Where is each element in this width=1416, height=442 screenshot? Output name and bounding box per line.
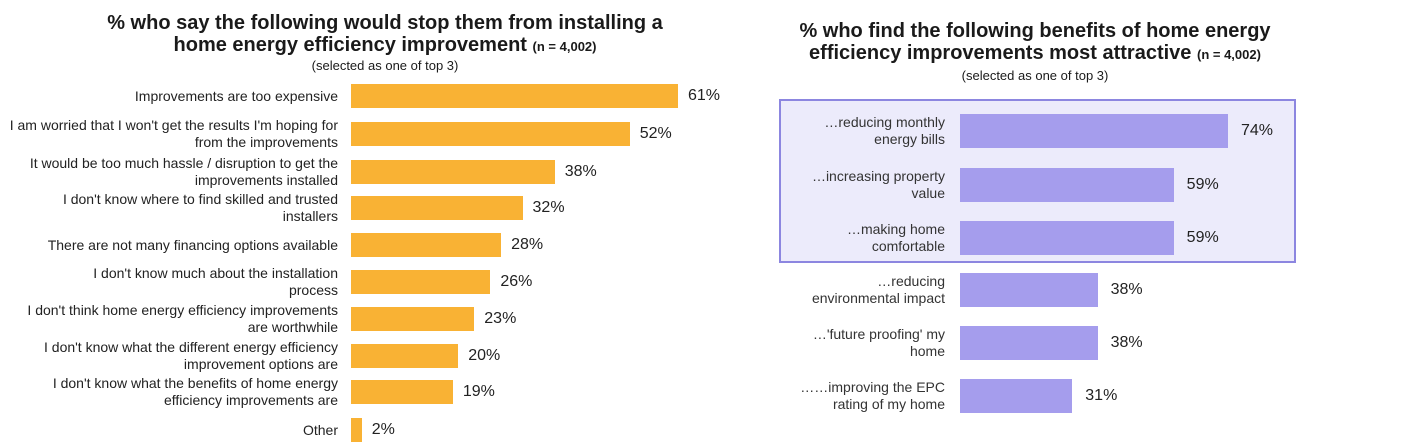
value-label: 20% [468, 347, 501, 364]
category-label: ……improving the EPC rating of my home [760, 379, 945, 413]
category-label-line: I don't think home energy efficiency imp… [27, 302, 338, 318]
category-label-line: installers [282, 208, 338, 224]
right-title-line1: % who find the following benefits of hom… [799, 20, 1271, 42]
category-label: …increasing property value [760, 168, 945, 202]
category-label: I don't think home energy efficiency imp… [0, 302, 338, 336]
category-label: …making home comfortable [760, 221, 945, 255]
category-label: I don't know where to find skilled and t… [0, 191, 338, 225]
category-label-line: improvement options are [183, 356, 338, 372]
bar [351, 160, 555, 184]
category-label: I am worried that I won't get the result… [0, 117, 338, 151]
category-label-line: There are not many financing options ava… [47, 236, 338, 253]
bar [351, 380, 453, 404]
bar [960, 379, 1073, 413]
category-label-line: from the improvements [194, 134, 338, 150]
bar [351, 122, 630, 146]
category-label-line: …reducing monthly [824, 114, 945, 130]
left-chart-subtitle: (selected as one of top 3) [311, 58, 459, 73]
category-label: I don't know much about the installation… [0, 265, 338, 299]
category-label-line: home [909, 343, 945, 359]
category-label-line: …making home [846, 221, 945, 237]
bar [351, 233, 502, 257]
left-sample-size: (n = 4,002) [532, 39, 597, 54]
bar [351, 84, 678, 108]
category-label-line: efficiency improvements are [163, 392, 338, 408]
category-label: Improvements are too expensive [0, 88, 338, 105]
category-label-line: …reducing [877, 273, 945, 289]
value-label: 59% [1186, 229, 1219, 246]
right-title-line2: efficiency improvements most attractive [809, 42, 1192, 64]
bar [960, 326, 1098, 360]
category-label-line: …'future proofing' my [812, 326, 945, 342]
value-label: 61% [688, 87, 721, 104]
bar [960, 221, 1174, 255]
value-label: 19% [462, 383, 495, 400]
right-sample-size: (n = 4,002) [1196, 47, 1261, 62]
value-label: 28% [511, 236, 544, 253]
category-label: I don't know what the benefits of home e… [0, 375, 338, 409]
category-label-line: I don't know what the different energy e… [44, 339, 338, 355]
category-label: …'future proofing' my home [760, 326, 945, 360]
value-label: 38% [1110, 334, 1143, 351]
bar [351, 270, 491, 294]
value-label: 59% [1186, 176, 1219, 193]
category-label-line: Improvements are too expensive [134, 87, 338, 104]
value-label: 31% [1085, 387, 1118, 404]
value-label: 52% [639, 125, 672, 142]
category-label-line: I am worried that I won't get the result… [9, 117, 338, 133]
bar [960, 114, 1228, 148]
bar [351, 196, 523, 220]
category-label-line: value [911, 185, 945, 201]
bar [351, 418, 362, 442]
category-label-line: …increasing property [811, 168, 945, 184]
bar [351, 307, 475, 331]
category-label-line: I don't know where to find skilled and t… [62, 191, 338, 207]
category-label-line: Other [302, 421, 338, 438]
value-label: 38% [564, 163, 597, 180]
bar [960, 168, 1174, 202]
category-label-line: improvements installed [194, 172, 338, 188]
category-label-line: rating of my home [832, 396, 945, 412]
value-label: 26% [500, 273, 533, 290]
category-label-line: I don't know much about the installation [93, 265, 338, 281]
left-title-line1: % who say the following would stop them … [107, 12, 663, 34]
value-label: 32% [532, 199, 565, 216]
category-label: …reducing environmental impact [760, 273, 945, 307]
value-label: 23% [484, 310, 517, 327]
category-label-line: process [288, 282, 338, 298]
category-label-line: It would be too much hassle / disruption… [29, 155, 338, 171]
category-label: I don't know what the different energy e… [0, 339, 338, 373]
category-label-line: energy bills [874, 131, 945, 147]
bar [351, 344, 459, 368]
category-label: There are not many financing options ava… [0, 237, 338, 254]
right-chart-title: % who find the following benefits of hom… [760, 20, 1310, 66]
value-label: 2% [371, 421, 395, 438]
category-label: Other [0, 422, 338, 439]
category-label: …reducing monthly energy bills [760, 114, 945, 148]
category-label-line: are worthwhile [247, 319, 338, 335]
left-title-line2: home energy efficiency improvement [173, 34, 527, 56]
category-label-line: comfortable [871, 238, 945, 254]
left-chart-title: % who say the following would stop them … [20, 12, 750, 58]
value-label: 38% [1110, 281, 1143, 298]
right-chart-subtitle: (selected as one of top 3) [961, 68, 1109, 83]
bar [960, 273, 1098, 307]
category-label-line: ……improving the EPC [800, 379, 945, 395]
category-label-line: I don't know what the benefits of home e… [52, 375, 338, 391]
value-label: 74% [1241, 122, 1274, 139]
category-label: It would be too much hassle / disruption… [0, 155, 338, 189]
category-label-line: environmental impact [811, 290, 945, 306]
